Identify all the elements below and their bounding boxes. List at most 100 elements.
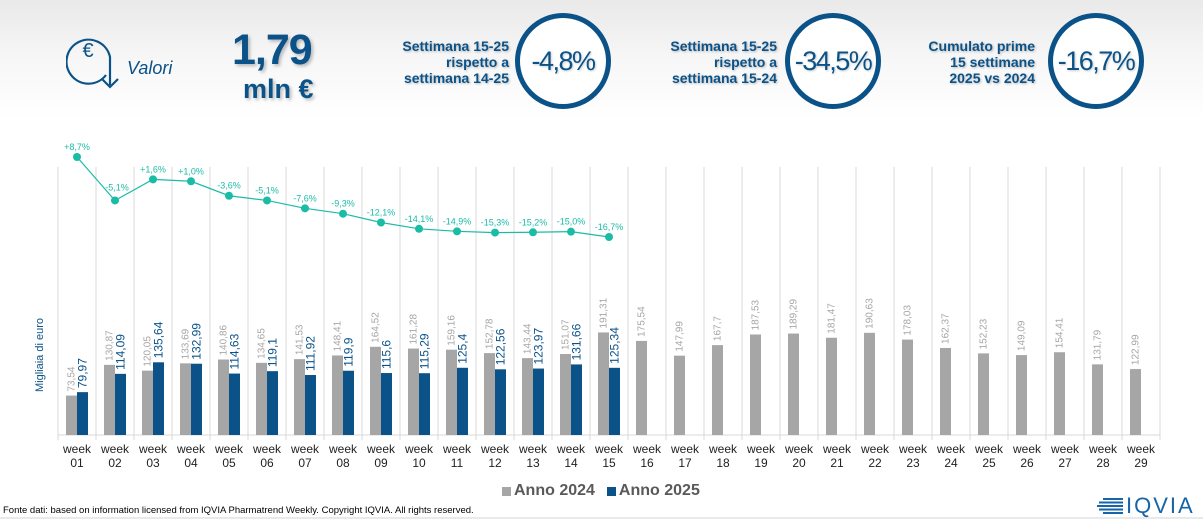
x-tick-label: 28: [1096, 456, 1110, 470]
line-point: [263, 196, 271, 205]
x-tick-label: 10: [412, 456, 426, 470]
legend-label-2024: Anno 2024: [514, 482, 595, 499]
bar-label-2024: 140,86: [219, 324, 230, 355]
bar-2024: [484, 353, 495, 435]
iqvia-logo-text: IQVIA: [1126, 493, 1195, 518]
kpi-description-cumulative: Cumulato prime 15 settimane 2025 vs 2024: [928, 38, 1035, 86]
line-point: [225, 191, 233, 200]
legend-swatch-2024: [502, 486, 511, 496]
line-point: [529, 228, 537, 237]
bar-label-2025: 125,4: [456, 333, 470, 363]
x-tick-label: week: [1088, 442, 1118, 456]
x-tick-label: 20: [792, 456, 806, 470]
x-tick-label: 27: [1058, 456, 1072, 470]
bar-2025: [115, 373, 126, 435]
bar-label-2024: 181,47: [827, 303, 838, 334]
bar-2024: [864, 332, 875, 435]
x-tick-label: 02: [108, 456, 122, 470]
line-point: [149, 175, 157, 184]
bar-label-2024: 175,54: [637, 306, 648, 337]
x-tick-label: week: [1012, 442, 1042, 456]
line-point-label: +8,7%: [64, 142, 90, 152]
bar-2024: [66, 395, 77, 435]
line-point-label: +1,6%: [140, 164, 166, 174]
x-tick-label: week: [290, 442, 320, 456]
line-point: [453, 227, 461, 236]
bar-label-2024: 159,16: [447, 315, 458, 346]
bar-2024: [218, 359, 229, 435]
bar-label-2025: 132,99: [190, 323, 204, 360]
line-point-label: -15,3%: [481, 218, 510, 228]
bar-2024: [674, 355, 685, 435]
bar-label-2024: 73,54: [67, 366, 78, 391]
x-tick-label: 26: [1020, 456, 1034, 470]
x-tick-label: week: [1126, 442, 1156, 456]
line-point: [187, 177, 195, 186]
legend-swatch-2025: [606, 486, 616, 496]
bar-label-2025: 131,66: [570, 323, 584, 360]
bar-label-2024: 147,99: [675, 321, 686, 352]
line-point-label: -5,1%: [255, 185, 279, 195]
valori-label: Valori: [127, 58, 173, 78]
bar-2025: [267, 371, 278, 435]
x-tick-label: week: [480, 442, 510, 456]
line-point-label: -7,6%: [293, 193, 317, 203]
line-point: [567, 227, 575, 236]
bar-2024: [750, 334, 761, 435]
bar-label-2024: 152,23: [979, 318, 990, 349]
bar-2025: [533, 368, 544, 435]
x-tick-label: 29: [1134, 456, 1148, 470]
bar-label-2024: 189,29: [789, 299, 800, 330]
bar-2025: [457, 367, 468, 435]
bar-label-2025: 135,64: [152, 321, 166, 358]
x-tick-label: week: [100, 442, 130, 456]
line-point-label: -3,6%: [217, 181, 241, 191]
bar-2024: [598, 332, 609, 435]
x-tick-label: 08: [336, 456, 350, 470]
bar-label-2024: 154,41: [1055, 317, 1066, 348]
x-tick-label: 12: [488, 456, 502, 470]
iqvia-logo-lines-icon: [1097, 498, 1123, 514]
bar-2025: [609, 367, 620, 435]
bar-label-2025: 125,34: [608, 327, 622, 364]
line-point: [339, 209, 347, 218]
x-tick-label: 18: [716, 456, 730, 470]
x-tick-label: 23: [906, 456, 920, 470]
line-point-label: -9,3%: [331, 199, 355, 209]
x-tick-label: 24: [944, 456, 958, 470]
bar-2025: [191, 363, 202, 435]
bar-label-2025: 123,97: [532, 328, 546, 365]
bar-2024: [408, 348, 419, 435]
line-point: [605, 233, 613, 241]
bar-label-2024: 134,65: [257, 328, 268, 359]
x-tick-label: 13: [526, 456, 540, 470]
x-tick-label: 17: [678, 456, 692, 470]
x-tick-label: week: [898, 442, 928, 456]
bar-2024: [560, 354, 571, 435]
bar-label-2024: 190,63: [865, 298, 876, 329]
x-tick-label: week: [138, 442, 168, 456]
x-tick-label: 16: [640, 456, 654, 470]
bar-2025: [495, 369, 506, 435]
iqvia-logo: IQVIA: [1097, 493, 1195, 519]
euro-down-arrow-icon: €: [65, 27, 126, 89]
x-tick-label: week: [746, 442, 776, 456]
line-point: [301, 204, 309, 213]
kpi-circle-weekly: -4,8%: [515, 13, 611, 109]
x-tick-label: week: [1050, 442, 1080, 456]
kpi-circle-cumulative: -16,7%: [1048, 13, 1144, 109]
bar-2024: [788, 333, 799, 435]
bar-label-2025: 114,63: [228, 333, 242, 369]
bar-2024: [826, 337, 837, 435]
x-tick-label: week: [62, 442, 92, 456]
bar-label-2024: 130,87: [105, 330, 116, 361]
bar-label-2024: 133,69: [181, 328, 192, 359]
bar-2024: [294, 359, 305, 435]
x-tick-label: week: [404, 442, 434, 456]
x-tick-label: 01: [70, 456, 84, 470]
legend-label-2025: Anno 2025: [618, 482, 700, 499]
bar-2024: [332, 355, 343, 435]
x-tick-label: 06: [260, 456, 274, 470]
bar-label-2025: 79,97: [76, 358, 90, 388]
